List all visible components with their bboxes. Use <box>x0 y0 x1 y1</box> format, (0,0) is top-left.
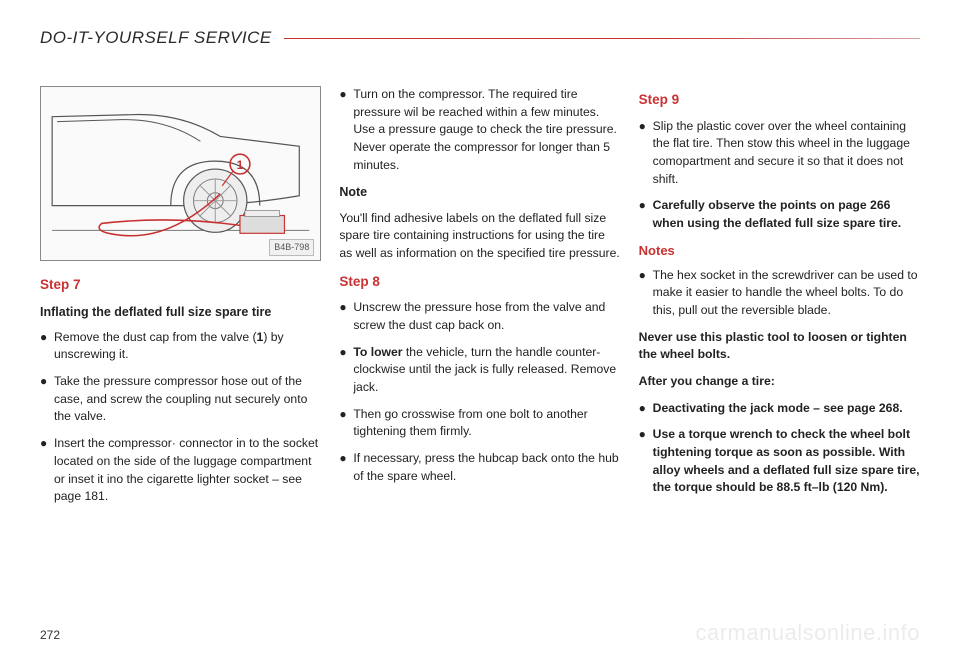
bullet-item: ● Slip the plastic cover over the wheel … <box>639 118 920 189</box>
bullet-item: ● Then go crosswise from one bolt to ano… <box>339 406 620 441</box>
car-jack-svg: 1 <box>41 87 320 260</box>
step-7-heading: Step 7 <box>40 275 321 295</box>
note-heading: Note <box>339 183 620 201</box>
bullet-text: Then go crosswise from one bolt to anoth… <box>353 406 620 441</box>
bullet-item: ● Insert the compressor· connector in to… <box>40 435 321 506</box>
bullet-text: Deactivating the jack mode – see page 26… <box>653 400 920 418</box>
bullet-text: Unscrew the pressure hose from the valve… <box>353 299 620 334</box>
bullet-item: ● Carefully observe the points on page 2… <box>639 197 920 232</box>
bullet-dot-icon: ● <box>339 450 353 485</box>
page-number: 272 <box>40 628 60 642</box>
bullet-item: ● Remove the dust cap from the valve (1)… <box>40 329 321 364</box>
bullet-text: Turn on the compressor. The required tir… <box>353 86 620 174</box>
page-container: DO-IT-YOURSELF SERVICE <box>0 0 960 660</box>
step-9-heading: Step 9 <box>639 90 920 110</box>
step-7-subtitle: Inflating the deflated full size spare t… <box>40 303 321 321</box>
bullet-dot-icon: ● <box>40 373 54 426</box>
watermark: carmanualsonline.info <box>695 620 920 646</box>
figure-illustration: 1 B4B-798 <box>40 86 321 261</box>
bullet-text: Insert the compressor· connector in to t… <box>54 435 321 506</box>
bullet-item: ● To lower the vehicle, turn the handle … <box>339 344 620 397</box>
bullet-dot-icon: ● <box>40 329 54 364</box>
bullet-dot-icon: ● <box>339 406 353 441</box>
bullet-dot-icon: ● <box>639 400 653 418</box>
bullet-text: Remove the dust cap from the valve (1) b… <box>54 329 321 364</box>
column-1: 1 B4B-798 Step 7 Inflating the deflated … <box>40 86 321 515</box>
note-text: You'll find adhesive labels on the defla… <box>339 210 620 263</box>
after-change-heading: After you change a tire: <box>639 373 920 391</box>
bullet-item: ● Unscrew the pressure hose from the val… <box>339 299 620 334</box>
bullet-text: Take the pressure compressor hose out of… <box>54 373 321 426</box>
bullet-text: The hex socket in the screwdriver can be… <box>653 267 920 320</box>
bullet-dot-icon: ● <box>40 435 54 506</box>
bullet-dot-icon: ● <box>339 86 353 174</box>
content-columns: 1 B4B-798 Step 7 Inflating the deflated … <box>40 86 920 515</box>
callout-1: 1 <box>237 158 244 172</box>
bullet-text: If necessary, press the hubcap back onto… <box>353 450 620 485</box>
figure-label: B4B-798 <box>269 239 314 256</box>
bullet-dot-icon: ● <box>639 267 653 320</box>
column-2: ● Turn on the compressor. The required t… <box>339 86 620 515</box>
column-3: Step 9 ● Slip the plastic cover over the… <box>639 86 920 515</box>
bullet-item: ● Turn on the compressor. The required t… <box>339 86 620 174</box>
bullet-item: ● Deactivating the jack mode – see page … <box>639 400 920 418</box>
header-rule <box>284 38 920 39</box>
bullet-text: Carefully observe the points on page 266… <box>653 197 920 232</box>
bullet-text: Slip the plastic cover over the wheel co… <box>653 118 920 189</box>
bullet-text: Use a torque wrench to check the wheel b… <box>653 426 920 497</box>
bullet-dot-icon: ● <box>639 118 653 189</box>
step-8-heading: Step 8 <box>339 272 620 292</box>
header-title: DO-IT-YOURSELF SERVICE <box>40 28 284 48</box>
bullet-dot-icon: ● <box>639 197 653 232</box>
bullet-item: ● Use a torque wrench to check the wheel… <box>639 426 920 497</box>
bullet-dot-icon: ● <box>339 344 353 397</box>
bullet-item: ● The hex socket in the screwdriver can … <box>639 267 920 320</box>
page-header: DO-IT-YOURSELF SERVICE <box>40 28 920 48</box>
notes-heading: Notes <box>639 242 920 261</box>
bullet-dot-icon: ● <box>339 299 353 334</box>
bullet-item: ● If necessary, press the hubcap back on… <box>339 450 620 485</box>
bullet-item: ● Take the pressure compressor hose out … <box>40 373 321 426</box>
warning-text: Never use this plastic tool to loosen or… <box>639 329 920 364</box>
bullet-text: To lower the vehicle, turn the handle co… <box>353 344 620 397</box>
bullet-dot-icon: ● <box>639 426 653 497</box>
